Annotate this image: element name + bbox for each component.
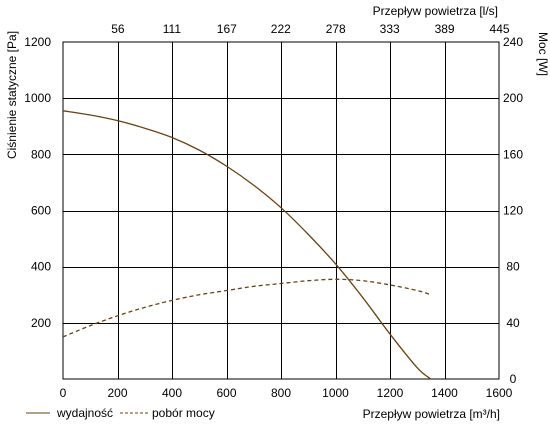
x-tick-label: 1600 [486,386,513,400]
y2-tick-label: 80 [506,260,520,274]
x-tick-label: 1200 [377,386,404,400]
top-axis-label: Przepływ powietrza [l/s] [373,4,498,18]
top-tick-label: 278 [326,22,346,36]
labels: 0 200 400 600 800 1000 1200 1400 160020040060080… [24,22,523,400]
x-tick-label: 200 [107,386,127,400]
plot-frame [62,41,500,380]
top-tick-label: 56 [111,22,125,36]
x-tick-label: 400 [162,386,182,400]
x-tick-label: 800 [271,386,291,400]
top-tick-label: 167 [217,22,237,36]
top-tick-label: 445 [490,22,510,36]
legend-label-wydajnosc: wydajność [56,406,113,420]
y2-tick-label: 160 [503,147,523,161]
grid [63,42,499,379]
top-tick-label: 389 [435,22,455,36]
top-tick-label: 111 [163,22,182,36]
y-tick-label: 400 [31,260,51,274]
y2-axis-label: Moc [W] [536,32,550,76]
y-tick-label: 800 [31,147,51,161]
series-line-pobor-mocy [62,278,432,338]
x-tick-label: 1000 [322,386,349,400]
x-tick-label: 0 [60,386,67,400]
y-tick-label: 600 [31,204,51,218]
y-tick-label: 200 [31,316,51,330]
y2-tick-label: 240 [503,35,523,49]
y2-tick-label: 0 [510,372,517,386]
series-line-wydajnosc [62,110,432,380]
y2-tick-label: 200 [503,91,523,105]
y-axis-label: Ciśnienie statyczne [Pa] [5,31,19,159]
legend: wydajność pobór mocy [26,406,215,420]
series-layer [62,110,432,380]
top-tick-label: 333 [380,22,400,36]
x-tick-label: 600 [216,386,236,400]
y-tick-label: 1200 [24,35,51,49]
y-tick-label: 1000 [24,91,51,105]
x-axis-label: Przepływ powietrza [m³/h] [363,407,500,421]
y2-tick-label: 120 [503,204,523,218]
x-tick-label: 1400 [431,386,458,400]
top-tick-label: 222 [271,22,291,36]
legend-label-pobor-mocy: pobór mocy [152,406,215,420]
y2-tick-label: 40 [506,316,520,330]
